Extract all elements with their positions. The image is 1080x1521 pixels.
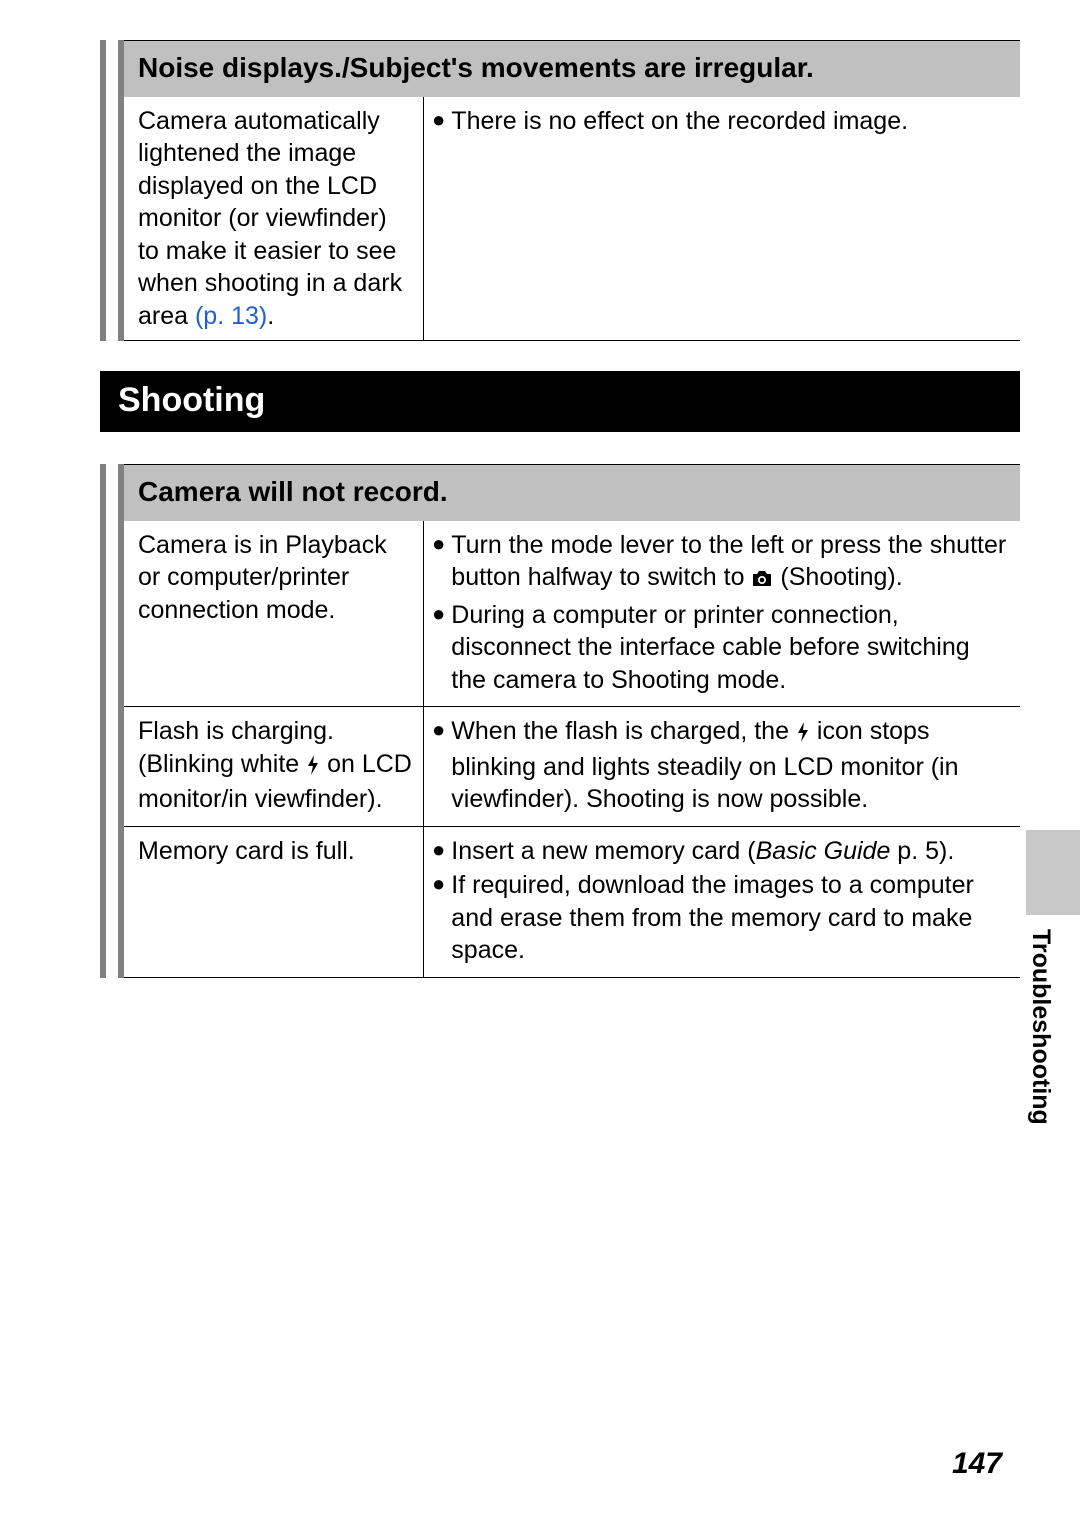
cause-text-post: . (267, 302, 274, 330)
solution-bullet: ● During a computer or printer connectio… (432, 599, 1008, 697)
troubleshoot-block-record: Camera will not record. Camera is in Pla… (100, 464, 1020, 978)
flash-icon (306, 751, 320, 784)
troubleshoot-block-noise: Noise displays./Subject's movements are … (100, 40, 1020, 341)
solution-text: If required, download the images to a co… (451, 869, 1008, 967)
solution-pre: Turn the mode lever to the left or press… (451, 531, 1006, 592)
page-ref-link[interactable]: (p. 13) (195, 302, 267, 330)
bullet-icon: ● (432, 715, 445, 746)
side-tab-marker (1026, 830, 1080, 915)
cause-text: Memory card is full. (138, 837, 355, 865)
solution-text: When the flash is charged, the icon stop… (451, 715, 1008, 816)
troubleshoot-block-inner: Camera will not record. Camera is in Pla… (118, 464, 1020, 978)
cause-cell: Camera is in Playback or computer/printe… (124, 521, 424, 707)
solution-text: Turn the mode lever to the left or press… (451, 529, 1008, 597)
italic-ref: Basic Guide (756, 837, 891, 865)
solution-bullet: ● If required, download the images to a … (432, 869, 1008, 967)
solution-pre: Insert a new memory card ( (451, 837, 755, 865)
cause-text: Camera automatically lightened the image… (138, 107, 402, 330)
solution-text: There is no effect on the recorded image… (451, 105, 1008, 138)
cause-pre: Flash is charging. (Blinking white (138, 717, 334, 778)
cause-text: Camera is in Playback or computer/printe… (138, 531, 387, 624)
block-header: Noise displays./Subject's movements are … (124, 40, 1020, 97)
solution-cell: ● Turn the mode lever to the left or pre… (424, 521, 1020, 707)
solution-bullet: ● Turn the mode lever to the left or pre… (432, 529, 1008, 597)
bullet-icon: ● (432, 599, 445, 630)
solution-pre: When the flash is charged, the (451, 717, 796, 745)
troubleshoot-block-inner: Noise displays./Subject's movements are … (118, 40, 1020, 341)
flash-icon (796, 718, 810, 751)
solution-cell: ● There is no effect on the recorded ima… (424, 97, 1020, 341)
solution-text: Insert a new memory card (Basic Guide p.… (451, 835, 1008, 868)
block-header: Camera will not record. (124, 464, 1020, 521)
table-row: Memory card is full. ● Insert a new memo… (124, 827, 1020, 978)
table-row: Camera is in Playback or computer/printe… (124, 521, 1020, 708)
bullet-icon: ● (432, 869, 445, 900)
bullet-icon: ● (432, 105, 445, 136)
page-number: 147 (952, 1447, 1002, 1481)
solution-cell: ● When the flash is charged, the icon st… (424, 707, 1020, 826)
camera-icon (751, 564, 773, 597)
cause-cell: Camera automatically lightened the image… (124, 97, 424, 341)
bullet-icon: ● (432, 529, 445, 560)
solution-text: During a computer or printer connection,… (451, 599, 1008, 697)
cause-cell: Flash is charging. (Blinking white on LC… (124, 707, 424, 826)
solution-bullet: ● When the flash is charged, the icon st… (432, 715, 1008, 816)
side-tab: Troubleshooting (1026, 830, 1080, 1270)
side-tab-label: Troubleshooting (1026, 915, 1069, 1125)
table-row: Camera automatically lightened the image… (124, 97, 1020, 342)
cause-cell: Memory card is full. (124, 827, 424, 977)
page-content: Noise displays./Subject's movements are … (0, 0, 1080, 1048)
solution-post: p. 5). (890, 837, 954, 865)
table-row: Flash is charging. (Blinking white on LC… (124, 707, 1020, 827)
solution-bullet: ● Insert a new memory card (Basic Guide … (432, 835, 1008, 868)
solution-bullet: ● There is no effect on the recorded ima… (432, 105, 1008, 138)
section-title-shooting: Shooting (100, 371, 1020, 432)
bullet-icon: ● (432, 835, 445, 866)
solution-cell: ● Insert a new memory card (Basic Guide … (424, 827, 1020, 977)
solution-post: (Shooting). (773, 563, 902, 591)
